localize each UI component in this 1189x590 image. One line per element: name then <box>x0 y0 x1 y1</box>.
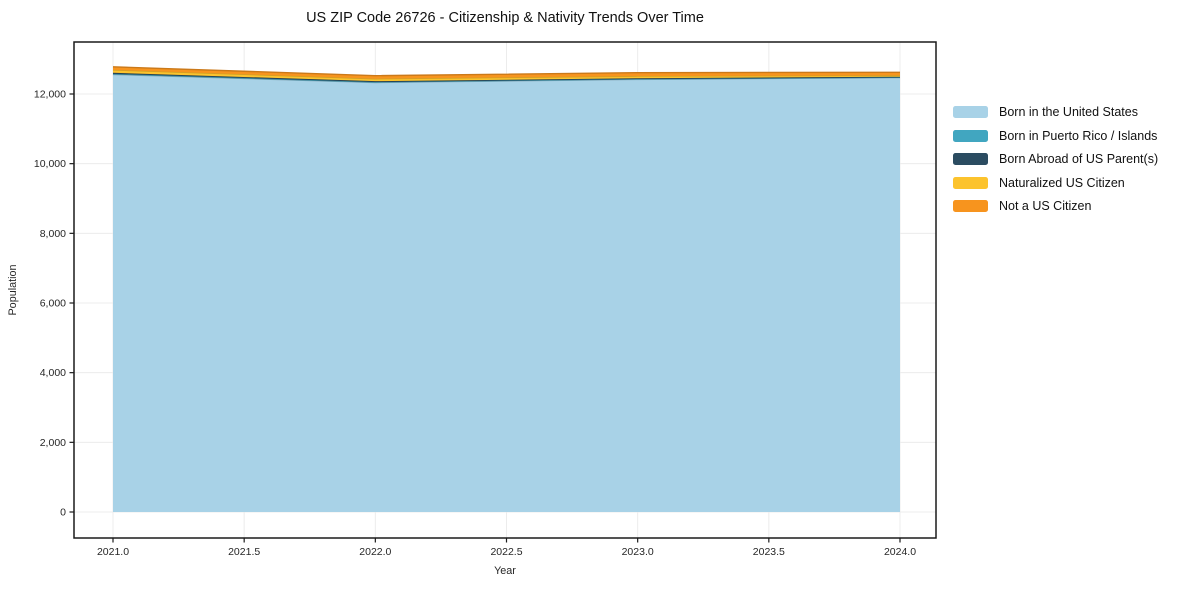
legend: Born in the United States Born in Puerto … <box>953 106 1158 224</box>
legend-item: Not a US Citizen <box>953 200 1158 213</box>
legend-item: Born in Puerto Rico / Islands <box>953 128 1158 143</box>
y-tick-label: 6,000 <box>40 298 66 310</box>
x-tick-label: 2021.5 <box>228 546 260 558</box>
x-tick-label: 2022.5 <box>490 546 522 558</box>
y-tick-label: 2,000 <box>40 437 66 449</box>
x-axis-label: Year <box>494 565 516 577</box>
legend-item: Born Abroad of US Parent(s) <box>953 153 1158 166</box>
legend-swatch <box>953 200 988 213</box>
y-tick-label: 12,000 <box>34 89 66 101</box>
y-tick-label: 8,000 <box>40 228 66 240</box>
x-tick-label: 2023.5 <box>753 546 785 558</box>
y-axis-label: Population <box>7 264 19 315</box>
legend-label: Naturalized US Citizen <box>999 175 1125 190</box>
legend-item: Naturalized US Citizen <box>953 175 1158 190</box>
legend-label: Born in the United States <box>999 105 1138 119</box>
x-tick-label: 2024.0 <box>884 546 916 558</box>
x-tick-label: 2023.0 <box>622 546 654 558</box>
legend-label: Born Abroad of US Parent(s) <box>999 152 1159 166</box>
tick-labels: 2021.0 2021.5 2022.0 2022.5 2023.0 2023.5 2024… <box>34 89 916 559</box>
y-tick-label: 0 <box>60 507 66 519</box>
plot-frame <box>73 41 937 539</box>
legend-swatch <box>953 153 988 166</box>
legend-swatch <box>953 129 988 142</box>
x-tick-label: 2022.0 <box>359 546 391 558</box>
legend-swatch <box>953 106 988 119</box>
legend-item: Born in the United States <box>953 106 1158 119</box>
legend-label: Born in Puerto Rico / Islands <box>999 128 1158 143</box>
y-tick-label: 4,000 <box>40 367 66 379</box>
axis-ticks <box>69 93 901 543</box>
stacked-areas <box>112 66 901 512</box>
legend-label: Not a US Citizen <box>999 199 1092 213</box>
legend-swatch <box>953 176 988 189</box>
x-tick-label: 2021.0 <box>97 546 129 558</box>
chart-title: US ZIP Code 26726 - Citizenship & Nativi… <box>306 10 704 26</box>
y-tick-label: 10,000 <box>34 158 66 170</box>
